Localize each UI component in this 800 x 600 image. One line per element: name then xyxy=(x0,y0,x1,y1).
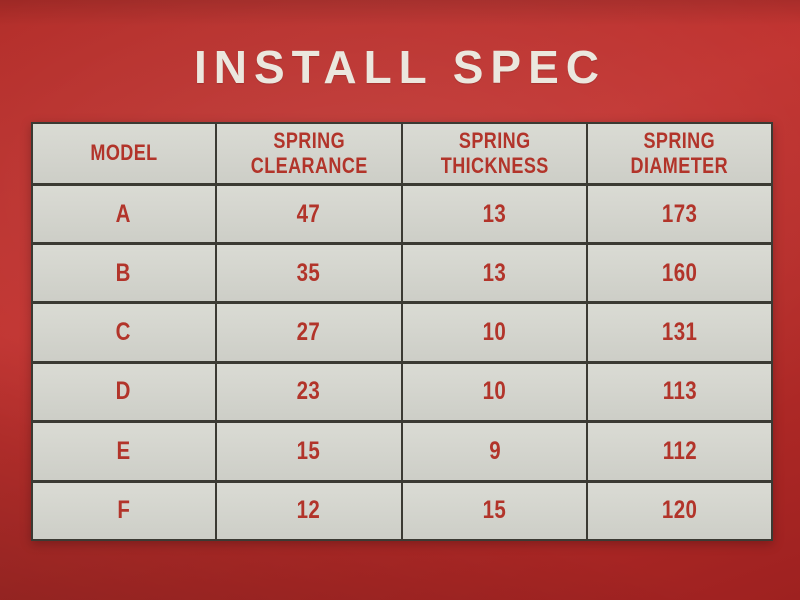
column-header-label: SPRING CLEARANCE xyxy=(250,127,368,178)
spec-value-cell: 27 xyxy=(216,304,401,361)
cell-value: 173 xyxy=(662,199,698,228)
spec-table: MODEL SPRING CLEARANCE SPRING THICKNESS … xyxy=(31,122,773,541)
cell-value: 23 xyxy=(296,377,321,406)
column-header-spring-clearance: SPRING CLEARANCE xyxy=(216,124,401,184)
spec-value-cell: 112 xyxy=(588,422,771,480)
spec-value-cell: 15 xyxy=(403,482,587,539)
spec-value-cell: 12 xyxy=(216,482,401,539)
spec-value-cell: 47 xyxy=(216,186,401,243)
cell-value: F xyxy=(117,496,131,525)
cell-value: 131 xyxy=(662,317,698,346)
spec-value-cell: 10 xyxy=(403,304,587,361)
column-header-model: MODEL xyxy=(33,124,215,184)
cell-value: 113 xyxy=(662,377,697,406)
cell-value: C xyxy=(116,317,132,346)
cell-value: 13 xyxy=(482,199,507,228)
spec-value-cell: 131 xyxy=(588,304,771,361)
model-cell: C xyxy=(33,304,215,361)
cell-value: 13 xyxy=(482,258,507,287)
column-header-spring-thickness: SPRING THICKNESS xyxy=(403,124,587,184)
spec-value-cell: 120 xyxy=(588,482,771,539)
page-title: INSTALL SPEC xyxy=(194,41,606,93)
column-header-label: MODEL xyxy=(90,140,158,166)
spec-value-cell: 160 xyxy=(588,245,771,302)
spec-value-cell: 23 xyxy=(216,363,401,420)
spec-value-cell: 10 xyxy=(403,363,587,420)
cell-value: 27 xyxy=(296,317,321,346)
cell-value: 112 xyxy=(662,436,697,465)
cell-value: 47 xyxy=(296,199,321,228)
cell-value: 10 xyxy=(482,317,507,346)
spec-value-cell: 9 xyxy=(403,422,587,480)
cell-value: B xyxy=(116,258,132,287)
cell-value: E xyxy=(116,436,131,465)
cell-value: 120 xyxy=(662,496,698,525)
cell-value: 10 xyxy=(482,377,507,406)
cell-value: 15 xyxy=(296,436,321,465)
model-cell: E xyxy=(33,422,215,480)
spec-value-cell: 35 xyxy=(216,245,401,302)
model-cell: D xyxy=(33,363,215,420)
model-cell: F xyxy=(33,482,215,539)
model-cell: B xyxy=(33,245,215,302)
column-header-label: SPRING DIAMETER xyxy=(630,127,729,178)
spec-value-cell: 173 xyxy=(588,186,771,243)
cell-value: 15 xyxy=(482,496,507,525)
cell-value: 9 xyxy=(488,436,501,465)
cell-value: 12 xyxy=(296,496,321,525)
cell-value: D xyxy=(116,377,132,406)
column-header-spring-diameter: SPRING DIAMETER xyxy=(588,124,771,184)
spec-value-cell: 15 xyxy=(216,422,401,480)
spec-value-cell: 13 xyxy=(403,186,587,243)
spec-value-cell: 113 xyxy=(588,363,771,420)
cell-value: 35 xyxy=(296,258,321,287)
cell-value: 160 xyxy=(662,258,698,287)
model-cell: A xyxy=(33,186,215,243)
column-header-label: SPRING THICKNESS xyxy=(440,127,549,178)
cell-value: A xyxy=(116,199,132,228)
spec-value-cell: 13 xyxy=(403,245,587,302)
